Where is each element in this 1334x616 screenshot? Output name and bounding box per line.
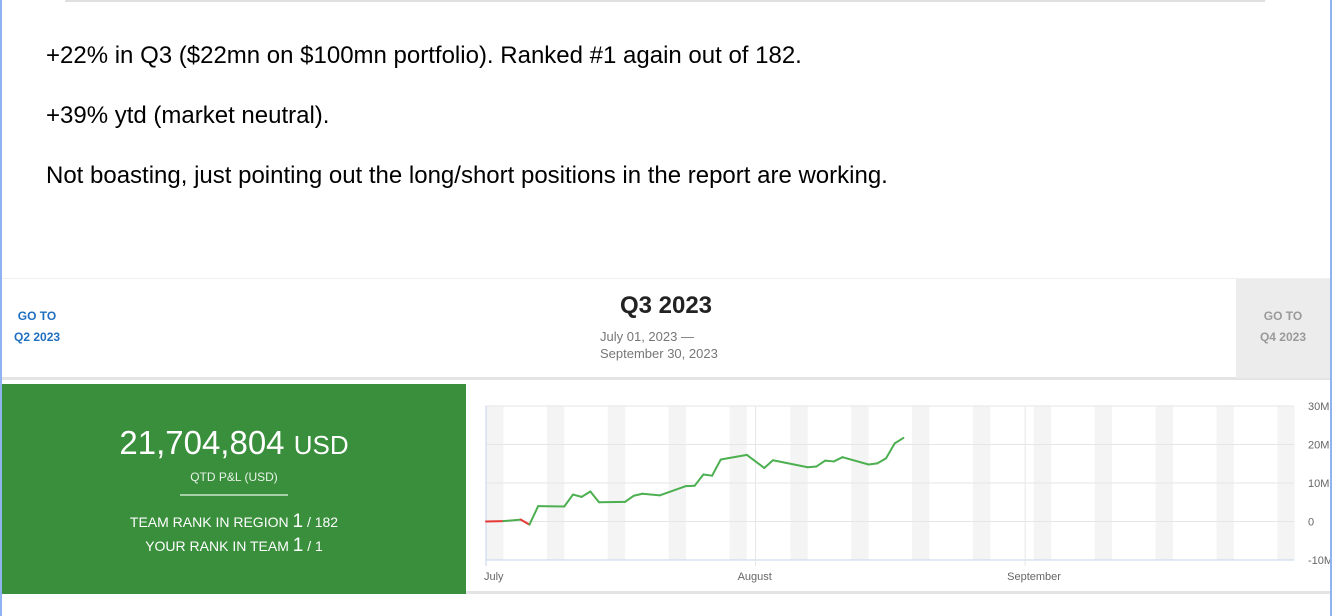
pnl-line-segment: [528, 505, 540, 526]
pnl-line-segment: [563, 493, 574, 508]
team-rank-value: 1: [292, 511, 304, 532]
pnl-line-segment: [580, 490, 592, 498]
pnl-label: QTD P&L (USD): [190, 470, 278, 484]
date-start: July 01, 2023 —: [600, 329, 694, 344]
team-rank-total: / 182: [306, 514, 339, 530]
right-border: [1330, 0, 1332, 616]
y-tick-label: 0: [1308, 517, 1314, 529]
pnl-value: 21,704,804 USD: [2, 424, 466, 462]
pnl-line-segment: [658, 485, 687, 497]
quarter-header: GO TO Q2 2023 Q3 2023 July 01, 2023 — Sept…: [2, 278, 1330, 380]
separator: [180, 494, 288, 496]
pnl-line-segment: [641, 492, 661, 497]
your-rank-value: 1: [292, 535, 304, 556]
next-line2: Q4 2023: [1259, 330, 1307, 344]
pnl-line-segment: [589, 490, 601, 504]
next-line1: GO TO: [1263, 309, 1303, 323]
post-line-3: Not boasting, just pointing out the long…: [46, 162, 888, 189]
pnl-chart: 30M 20M 10M 0 -10M July August September: [466, 384, 1333, 594]
y-tick-label: -10M: [1308, 555, 1330, 567]
x-tick-label: July: [484, 571, 504, 583]
go-to-next-quarter-button[interactable]: GO TO Q4 2023: [1236, 279, 1330, 378]
pnl-line-segment: [893, 436, 905, 445]
your-rank-total: / 1: [307, 538, 323, 554]
pnl-line-segment: [719, 453, 748, 461]
pnl-line-segment: [815, 459, 827, 468]
your-rank: YOUR RANK IN TEAM 1 / 1: [2, 534, 466, 558]
y-tick-label: 30M: [1308, 401, 1329, 413]
pnl-line-chart: 30M 20M 10M 0 -10M July August September: [484, 401, 1333, 583]
x-tick-label: August: [738, 571, 772, 583]
pnl-line-segment: [632, 492, 644, 497]
pnl-line-segment: [841, 456, 870, 466]
team-rank-label: TEAM RANK IN REGION: [129, 514, 289, 530]
post-line-2: +39% ytd (market neutral).: [46, 102, 330, 129]
pnl-line-segment: [693, 473, 705, 487]
team-rank: TEAM RANK IN REGION 1 / 182: [2, 510, 466, 534]
pnl-line-segment: [885, 442, 896, 460]
pnl-line-segment: [867, 462, 879, 466]
date-end: September 30, 2023: [600, 346, 718, 361]
y-tick-label: 10M: [1308, 478, 1329, 490]
go-to-previous-quarter-link[interactable]: GO TO Q2 2023: [14, 306, 60, 348]
pnl-line-segment: [876, 457, 887, 465]
pnl-line-segment: [711, 458, 722, 477]
pnl-line-segment: [763, 459, 774, 469]
pnl-line-segment: [771, 459, 809, 469]
pnl-unit: USD: [293, 430, 349, 460]
pnl-line-segment: [571, 493, 583, 498]
pnl-line-segment: [702, 473, 714, 477]
pnl-line-segment: [519, 518, 531, 526]
pnl-line-segment: [832, 456, 844, 463]
pnl-line-segment: [806, 465, 818, 469]
pnl-line-segment: [824, 459, 835, 463]
your-rank-label: YOUR RANK IN TEAM: [145, 538, 289, 554]
prev-line1: GO TO: [17, 309, 57, 323]
pnl-line-segment: [745, 453, 766, 469]
prev-line2: Q2 2023: [14, 330, 61, 344]
pnl-summary-panel: 21,704,804 USD QTD P&L (USD) TEAM RANK I…: [2, 384, 466, 594]
x-tick-label: September: [1007, 571, 1061, 583]
quarter-title: Q3 2023: [619, 292, 713, 319]
pnl-line-segment: [502, 518, 522, 523]
divider: [65, 0, 1265, 2]
y-tick-label: 20M: [1308, 440, 1329, 452]
left-border: [0, 0, 2, 616]
pnl-amount: 21,704,804: [119, 424, 285, 461]
quarter-dates: July 01, 2023 — September 30, 2023: [600, 328, 718, 362]
post-line-1: +22% in Q3 ($22mn on $100mn portfolio). …: [46, 42, 802, 69]
pnl-line-segment: [624, 494, 635, 503]
